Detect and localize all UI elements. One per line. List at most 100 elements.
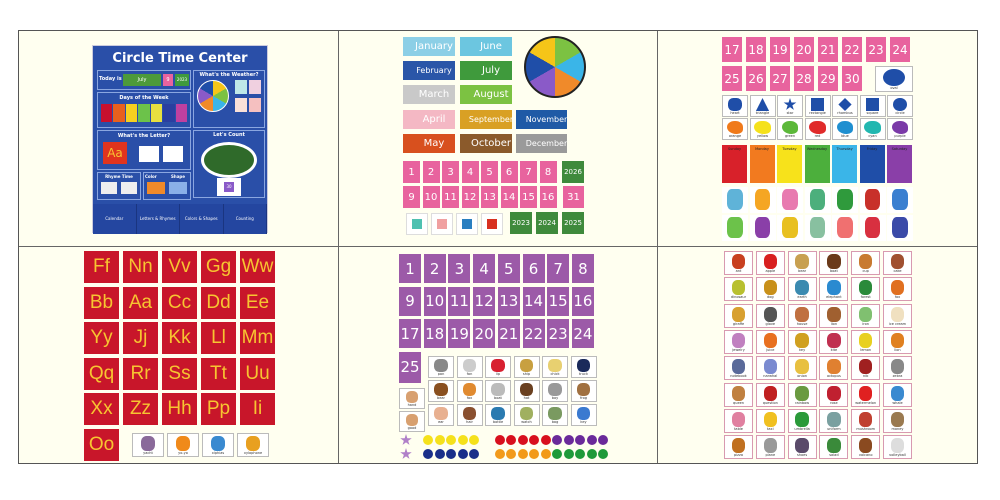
word-card: umbrella <box>787 408 817 433</box>
number-card: 13 <box>497 286 520 316</box>
number-card: 22 <box>522 319 545 348</box>
word-label: house <box>796 321 808 326</box>
counting-dot <box>423 449 433 459</box>
shape-card: heart <box>722 95 748 117</box>
counting-dot <box>457 449 468 459</box>
word-card: zebra <box>883 356 912 381</box>
clothing-icon <box>809 217 826 238</box>
word-card: whale <box>883 382 912 407</box>
clothing-icon <box>892 189 908 210</box>
date-card: 3 <box>442 161 459 183</box>
weather-card <box>249 98 261 112</box>
clothing-icon <box>864 217 881 238</box>
word-label: rose <box>830 400 838 405</box>
paint-splash-icon <box>864 121 881 134</box>
picture-label: yo-yo <box>178 451 188 455</box>
number-card: 8 <box>571 254 594 283</box>
word-label: zebra <box>892 374 903 379</box>
gumball-machine <box>201 142 257 178</box>
counting-dot <box>575 435 585 445</box>
day-of-week-card <box>175 104 187 122</box>
picture-icon <box>731 438 746 454</box>
days-title: Days of the Week <box>119 95 169 101</box>
picture-label: frog <box>580 396 587 400</box>
picture-card: ear <box>428 404 454 426</box>
picture-icon <box>827 306 841 322</box>
picture-icon <box>827 254 841 269</box>
picture-card: fox <box>456 380 483 402</box>
picture-card: ship <box>513 356 540 378</box>
number-card: 21 <box>497 319 520 348</box>
year-card: 2025 <box>562 212 584 234</box>
word-card: giraffe <box>724 303 753 328</box>
month-card: February <box>403 61 455 80</box>
picture-card: chick <box>542 356 568 378</box>
picture-icon <box>890 306 905 322</box>
picture-icon <box>731 306 746 322</box>
circle-time-poster: Circle Time Center Today is July 9 2023 … <box>92 45 268 234</box>
picture-card: boat <box>485 380 511 402</box>
date-card: 29 <box>818 66 838 91</box>
word-card: ant <box>724 251 753 275</box>
picture-icon <box>731 254 746 269</box>
shape-card <box>169 182 187 194</box>
count-box <box>193 130 265 198</box>
clothing-icon <box>837 217 853 238</box>
picture-icon <box>763 306 778 322</box>
picture-label: lip <box>495 372 501 376</box>
month-card: July <box>460 61 512 80</box>
word-card: salad <box>819 435 849 460</box>
picture-icon <box>434 359 448 372</box>
picture-icon <box>890 385 905 401</box>
picture-icon <box>858 332 873 348</box>
word-label: whale <box>892 400 903 405</box>
picture-card: truck <box>570 356 597 378</box>
number-card: 9 <box>399 286 421 316</box>
month-card: October <box>460 134 512 153</box>
clothing-icon <box>754 217 771 238</box>
shape-label: square <box>866 111 879 115</box>
number-card: 1 <box>399 254 421 283</box>
year-card: 2024 <box>536 212 558 234</box>
date-card: 26 <box>746 66 766 91</box>
word-card: bear <box>787 251 817 275</box>
date-card: 25 <box>722 66 742 91</box>
picture-label: boat <box>494 396 502 400</box>
counting-dot <box>529 449 539 459</box>
number-card: 25 <box>399 351 421 383</box>
letter-card: Hh <box>162 393 197 425</box>
paint-splash-icon <box>726 121 744 134</box>
picture-icon <box>519 407 534 420</box>
picture-icon <box>176 436 190 451</box>
counting-dot <box>494 435 505 445</box>
picture-card: lip <box>485 356 511 378</box>
picture-card: bottle <box>485 404 511 426</box>
picture-card: xylophone <box>237 433 269 457</box>
counting-dot <box>586 435 597 445</box>
weekday-card: Friday <box>859 145 885 183</box>
picture-icon <box>763 332 778 348</box>
clothing-icon <box>782 189 798 210</box>
letter-card: Ss <box>162 357 197 390</box>
picture-label: key <box>580 420 587 424</box>
word-label: money <box>891 426 904 431</box>
pocket-label: Counting <box>224 204 267 234</box>
picture-label: hat <box>523 396 530 400</box>
color-card <box>147 182 165 194</box>
weather-card <box>235 80 247 94</box>
date-card: 21 <box>818 37 838 62</box>
picture-label: fan <box>466 372 473 376</box>
number-card: 11 <box>448 286 471 316</box>
letter-box <box>97 130 191 170</box>
word-label: taxi <box>767 426 774 431</box>
month-card: March <box>403 85 455 104</box>
picture-icon <box>519 359 534 372</box>
date-card: 14 <box>500 186 518 208</box>
counting-dot <box>598 449 608 459</box>
counting-dot <box>469 435 479 445</box>
shape-card: rectangle <box>804 95 831 117</box>
picture-icon <box>406 391 418 403</box>
pocket-label: Calendar <box>93 204 137 234</box>
picture-icon <box>890 332 905 348</box>
star-icon <box>400 448 412 459</box>
